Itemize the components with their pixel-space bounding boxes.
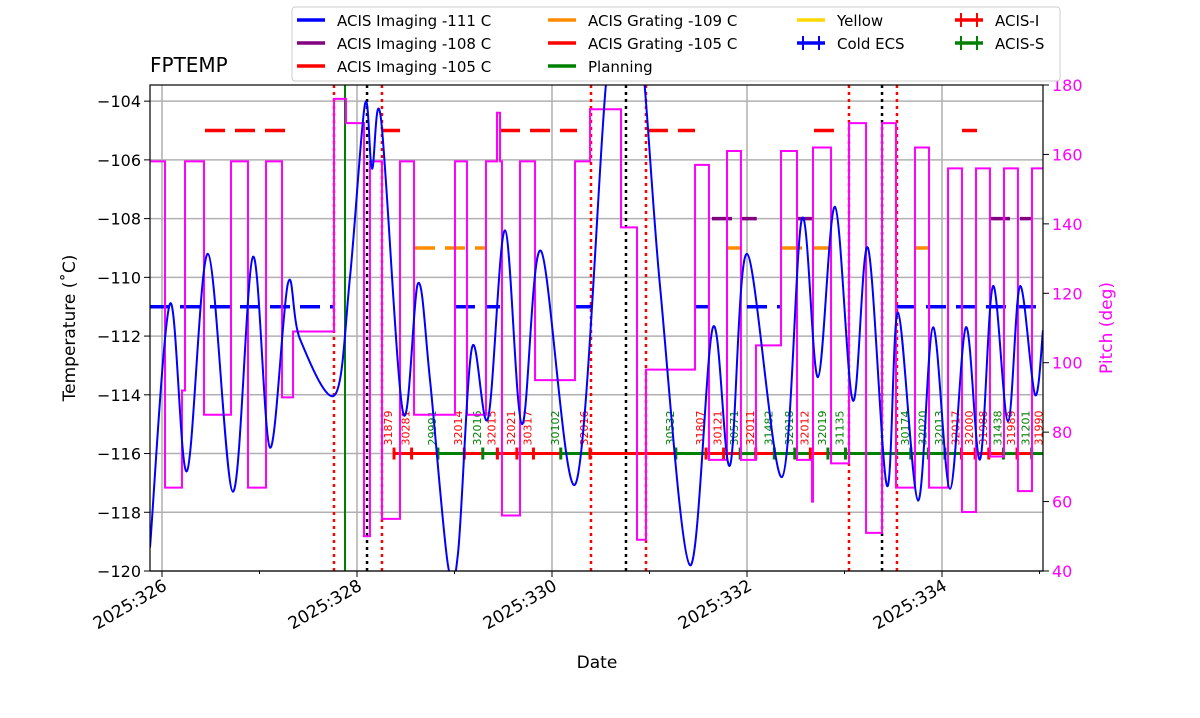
obsid-label: 31201 [1020,411,1033,446]
obsid-label: 30281 [400,411,413,446]
legend-label: ACIS Grating -105 C [588,35,737,53]
y2-tick-label: 80 [1052,423,1072,442]
legend-label: ACIS Imaging -105 C [337,58,491,76]
obsid-label: 32016 [471,411,484,446]
legend: ACIS Imaging -111 C ACIS Imaging -108 C AC… [291,6,1061,82]
legend-label: ACIS-I [995,12,1039,30]
obsid-label: 32021 [505,411,518,446]
legend-label: ACIS-S [995,35,1044,53]
y-tick-label: −108 [97,210,141,229]
obsid-label: 31989 [1005,411,1018,446]
y2-tick-label: 100 [1052,354,1083,373]
x-tick-label: 2025:332 [675,576,756,634]
obsid-label: 32016 [578,411,591,446]
obsid-label: 32020 [916,411,929,446]
plot-area: 31879 30281 29991 32014 32016 32015 32021 30317… [150,85,1045,571]
legend-box [291,6,1061,82]
x-tick-label: 2025:330 [480,576,561,634]
legend-label: ACIS Grating -109 C [588,12,737,30]
legend-label: Planning [588,58,653,76]
obsid-label: 32011 [744,411,757,446]
obsid-label: 30121 [712,411,725,446]
chart-title: FPTEMP [150,53,228,77]
obsid-label: 30571 [728,411,741,446]
y2-tick-label: 160 [1052,145,1083,164]
legend-label: Yellow [836,12,883,30]
y2-tick-label: 120 [1052,284,1083,303]
plot-frame [149,84,1044,572]
y-tick-label: −106 [97,151,141,170]
y-tick-label: −116 [97,445,141,464]
x-tick-label: 2025:334 [870,576,951,634]
obsid-label: 32019 [816,411,829,446]
legend-label: ACIS Imaging -111 C [337,12,491,30]
y-tick-label: −114 [97,386,141,405]
y2-tick-label: 60 [1052,493,1072,512]
obsid-label: 29991 [426,411,439,446]
obsid-label: 31990 [1032,411,1045,446]
y-tick-label: −118 [97,503,141,522]
x-axis-label: Date [577,653,618,673]
y-tick-label: −112 [97,327,141,346]
legend-label: ACIS Imaging -108 C [337,35,491,53]
obsid-label: 31135 [833,411,846,446]
y2-tick-label: 40 [1052,562,1072,581]
obsid-label: 32014 [452,411,465,446]
y-axis-label: Temperature (˚C) [59,255,80,403]
y2-tick-label: 180 [1052,76,1083,95]
y-tick-label: −104 [97,92,141,111]
y-tick-label: −120 [97,562,141,581]
temperature-line [150,85,1043,571]
obsid-label: 31438 [991,411,1004,446]
y2-tick-label: 140 [1052,215,1083,234]
legend-label: Cold ECS [837,35,905,53]
y-tick-label: −110 [97,268,141,287]
y2-axis-label: Pitch (deg) [1097,282,1117,374]
obsid-label: 30102 [549,411,562,446]
x-tick-label: 2025:328 [285,576,366,634]
obsid-label: 32015 [485,411,498,446]
obsid-label: 32000 [963,411,976,446]
obsid-label: 32012 [798,411,811,446]
obsid-label: 31879 [382,411,395,446]
pitch-line [150,97,1043,541]
x-tick-label: 2025:326 [90,576,171,634]
